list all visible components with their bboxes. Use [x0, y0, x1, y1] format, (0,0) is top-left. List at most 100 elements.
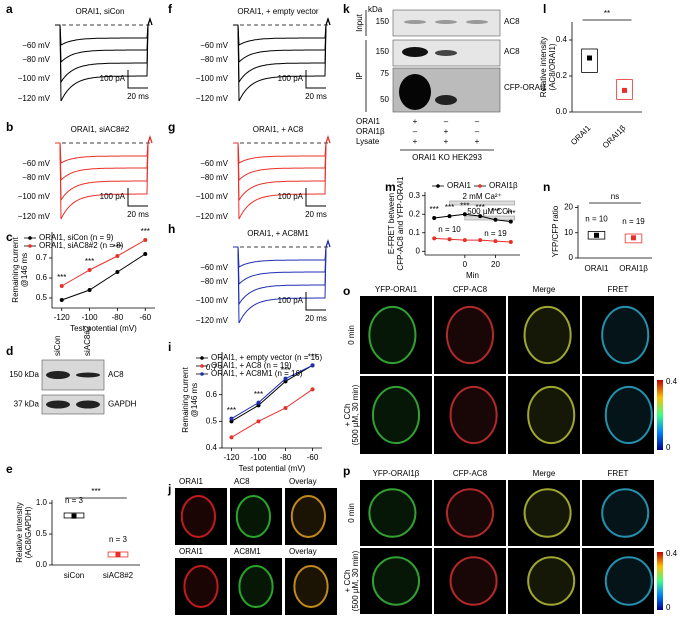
data-point: [115, 270, 120, 274]
significance: ***: [57, 273, 66, 282]
significance: ***: [430, 205, 439, 214]
cell: [371, 385, 421, 445]
y-tick-label: 0: [569, 253, 574, 262]
sign: +: [444, 137, 449, 146]
row-label: (500 µM, 30 min): [351, 384, 360, 445]
sign: +: [475, 137, 480, 146]
trace-title: ORAI1, + AC8: [253, 125, 304, 134]
voltage-label: −80 mV: [200, 173, 228, 182]
panel-letter: p: [343, 464, 350, 478]
current-trace: [233, 239, 331, 268]
y-axis-label: Remaining current: [11, 237, 20, 303]
cell: [449, 556, 498, 606]
band-label: AC8: [504, 17, 520, 26]
x-tick-label: 20: [491, 260, 500, 269]
column-header: Merge: [533, 285, 556, 294]
row-label: Lysate: [356, 137, 380, 146]
cell: [180, 494, 217, 539]
trace-title: ORAI1, siCon: [76, 7, 125, 16]
significance: ***: [113, 243, 122, 252]
y-tick-label: 20: [564, 203, 573, 212]
current-trace: [233, 135, 331, 164]
series-line: [434, 237, 511, 243]
colorbar: [657, 552, 663, 610]
panel-letter: i: [168, 340, 171, 354]
legend-marker: [200, 372, 204, 376]
cell: [601, 305, 650, 365]
category-label: ORAI1: [584, 264, 609, 273]
y-axis-label: (AC8/ORAI1): [548, 43, 557, 90]
current-trace: [233, 17, 331, 64]
voltage-label: −120 mV: [18, 94, 51, 103]
x-tick-label: -120: [54, 313, 71, 322]
data-point: [508, 219, 513, 224]
data-point: [283, 406, 288, 410]
band: [435, 20, 457, 24]
image: [434, 376, 506, 454]
image: [175, 488, 227, 545]
x-tick-label: -60: [307, 453, 319, 462]
y-axis-label: @146 ms: [190, 383, 199, 417]
mean-marker: [622, 87, 627, 93]
section-label: IP: [355, 72, 364, 80]
category-label: ORAI1β: [601, 123, 628, 150]
sign: –: [475, 127, 480, 136]
y-tick-label: 0.5: [206, 416, 218, 425]
current-trace: [233, 135, 331, 182]
colorbar-label: 0.4: [666, 377, 678, 386]
sign: –: [444, 117, 449, 126]
data-point: [310, 363, 315, 368]
series-line: [434, 213, 511, 223]
band: [402, 47, 428, 57]
voltage-label: −60 mV: [200, 41, 228, 50]
y-tick-label: 0.6: [206, 390, 218, 399]
y-axis-label: (AC8/GAPDH): [24, 506, 33, 558]
column-header: FRET: [608, 285, 629, 294]
trace-title: ORAI1, + AC8M1: [247, 229, 309, 238]
voltage-label: −120 mV: [18, 212, 51, 221]
current-trace: [55, 135, 153, 182]
band: [76, 372, 100, 378]
treatment-label: 2 mM Ca²⁺: [462, 192, 501, 201]
legend-marker: [200, 356, 204, 360]
mean-marker: [587, 55, 592, 61]
cell: [527, 385, 576, 445]
voltage-label: −120 mV: [196, 212, 229, 221]
image: [285, 488, 337, 545]
x-tick-label: -100: [82, 313, 99, 322]
sign: +: [413, 117, 418, 126]
panel-letter: g: [168, 120, 175, 134]
cell: [293, 564, 329, 609]
y-tick-label: 0.0: [556, 107, 568, 116]
lane-label: siCon: [53, 336, 62, 356]
mean-marker: [71, 513, 77, 519]
voltage-label: −60 mV: [200, 263, 228, 272]
scale-label: 100 pA: [100, 192, 126, 201]
data-point: [256, 419, 261, 424]
marker-label: 150 kDa: [9, 370, 39, 379]
current-trace: [233, 17, 331, 102]
colorbar-label: 0: [666, 603, 671, 612]
cell: [449, 385, 498, 445]
y-tick-label: 0.5: [36, 293, 48, 302]
panel-letter: e: [6, 462, 13, 476]
data-point: [143, 238, 148, 242]
significance: ***: [506, 209, 515, 218]
x-tick-label: -100: [250, 453, 267, 462]
significance: ***: [491, 207, 500, 216]
voltage-label: −60 mV: [22, 159, 50, 168]
scale-label: 20 ms: [305, 92, 327, 101]
column-header: AC8: [234, 477, 250, 486]
band: [466, 20, 488, 24]
row-label: + CCh: [343, 570, 352, 593]
scale-bar: [127, 70, 148, 89]
x-axis-label: Min: [466, 271, 479, 280]
y-axis-label: CFP-AC8 and YFP-ORAI1: [396, 176, 405, 271]
y-tick-label: 0.2: [556, 71, 568, 80]
x-tick-label: -80: [112, 313, 124, 322]
sign: +: [413, 137, 418, 146]
cell: [371, 556, 421, 606]
legend-label: ORAI1β: [489, 181, 518, 190]
trace-title: ORAI1, + empty vector: [237, 7, 318, 16]
